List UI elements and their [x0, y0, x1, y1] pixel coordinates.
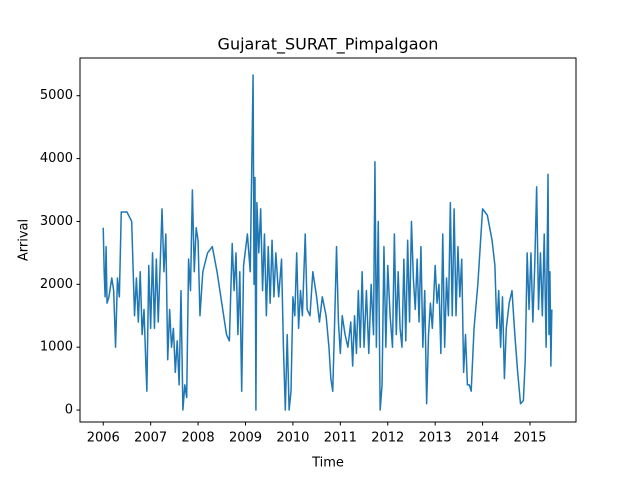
x-tick-label: 2007: [134, 431, 167, 446]
y-axis-label: Arrival: [17, 219, 32, 261]
chart-title: Gujarat_SURAT_Pimpalgaon: [218, 35, 439, 55]
data-line: [102, 74, 553, 411]
y-tick-label: 5000: [40, 88, 73, 103]
y-tick-label: 4000: [40, 151, 73, 166]
x-tick-label: 2014: [466, 431, 499, 446]
y-tick-label: 1000: [40, 340, 73, 355]
x-tick-label: 2015: [513, 431, 546, 446]
x-tick-label: 2009: [229, 431, 262, 446]
x-tick-label: 2013: [419, 431, 452, 446]
x-tick-label: 2012: [371, 431, 404, 446]
x-tick-label: 2011: [324, 431, 357, 446]
x-tick-label: 2006: [87, 431, 120, 446]
y-tick-label: 3000: [40, 214, 73, 229]
x-tick-label: 2008: [182, 431, 215, 446]
x-tick-label: 2010: [276, 431, 309, 446]
y-tick-label: 0: [65, 403, 73, 418]
y-tick-label: 2000: [40, 277, 73, 292]
plot-frame: [79, 57, 577, 423]
x-axis-label: Time: [311, 456, 344, 471]
